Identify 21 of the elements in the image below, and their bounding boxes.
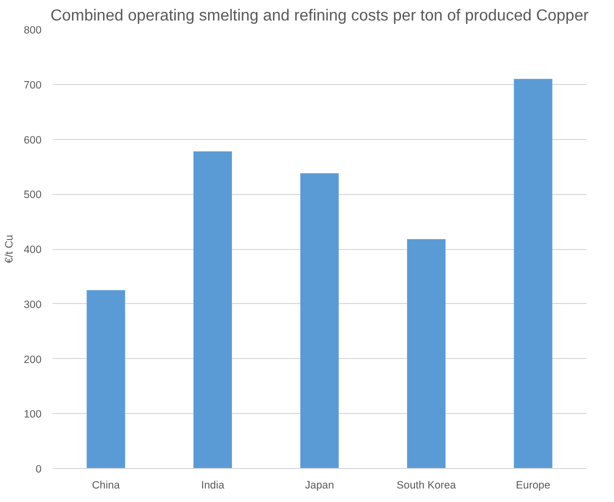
- x-tick-label: Japan: [304, 480, 334, 492]
- y-tick-label: 100: [24, 408, 42, 421]
- y-tick-label: 300: [24, 298, 42, 311]
- bar: [300, 173, 339, 468]
- bar: [514, 78, 552, 468]
- y-tick-label: 0: [36, 464, 42, 476]
- x-tick-label: Europe: [516, 480, 550, 492]
- y-tick-label: 400: [24, 244, 42, 256]
- y-tick-label: 200: [24, 354, 42, 366]
- bar: [86, 290, 126, 468]
- x-tick-label: China: [92, 480, 120, 492]
- y-tick-label: 800: [24, 24, 42, 36]
- y-tick-label: 700: [24, 79, 42, 92]
- y-axis-title: €/t Cu: [4, 234, 16, 264]
- x-tick-label: India: [201, 480, 224, 492]
- y-tick-label: 600: [24, 134, 42, 146]
- y-tick-label: 500: [24, 189, 42, 202]
- bar: [407, 239, 446, 468]
- x-tick-label: South Korea: [396, 480, 456, 492]
- chart-title: Combined operating smelting and refining costs per ton of produced Copper: [50, 8, 590, 24]
- bar: [193, 151, 232, 468]
